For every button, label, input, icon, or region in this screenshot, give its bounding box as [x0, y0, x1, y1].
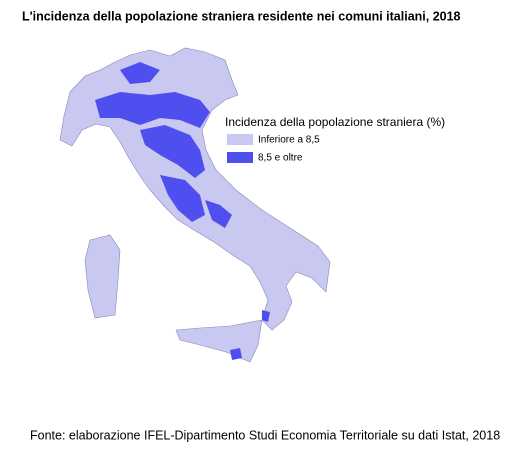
high-area	[160, 175, 205, 222]
legend-label: Inferiore a 8,5	[258, 135, 320, 146]
legend-swatch	[227, 152, 253, 163]
high-area	[120, 62, 160, 84]
title: L'incidenza della popolazione straniera …	[22, 9, 461, 23]
source: Fonte: elaborazione IFEL-Dipartimento St…	[30, 428, 500, 442]
sardinia	[84, 234, 121, 319]
legend-swatch	[227, 134, 253, 145]
legend-label: 8,5 e oltre	[258, 153, 303, 164]
map	[59, 47, 331, 363]
high-area	[230, 348, 242, 360]
high-area	[140, 125, 205, 178]
high-area	[262, 310, 270, 322]
high-area	[205, 200, 232, 228]
legend-title: Incidenza della popolazione straniera (%…	[225, 115, 445, 129]
sicily	[175, 319, 263, 363]
high-area	[95, 92, 210, 128]
